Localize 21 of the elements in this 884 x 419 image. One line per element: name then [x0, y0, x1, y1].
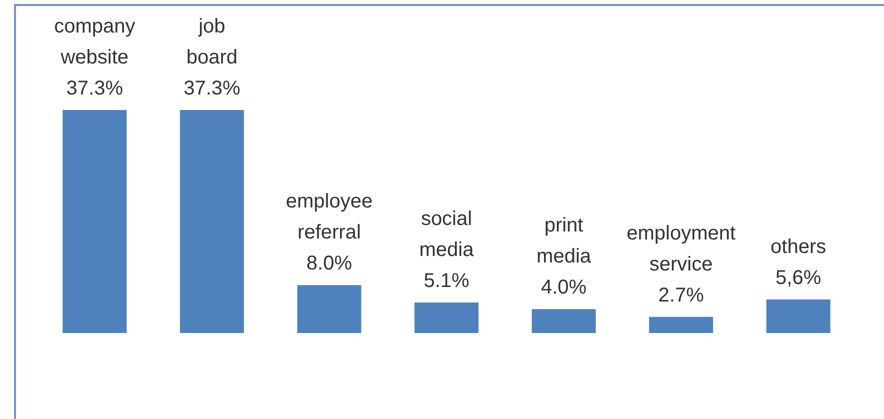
bar [180, 110, 244, 333]
bar [414, 302, 478, 333]
data-label: 5,6% [776, 267, 822, 290]
bar [297, 285, 362, 333]
x-tick-label: company website [54, 16, 136, 68]
bar [62, 110, 127, 333]
x-tick-label: job board [186, 16, 238, 68]
data-label: 2.7% [658, 284, 704, 306]
x-tick-label: print media [536, 214, 592, 268]
x-tick-label: employment service [626, 222, 736, 276]
data-label: 8.0% [306, 252, 352, 275]
data-label: 37.3% [184, 78, 240, 100]
bar [766, 300, 830, 333]
bar [532, 309, 596, 333]
x-tick-label: employee referral [286, 190, 373, 244]
bar [649, 316, 714, 333]
data-label: 4.0% [540, 276, 587, 299]
x-tick-label: social media [419, 208, 475, 262]
data-label: 5.1% [424, 270, 470, 292]
data-label: 37.3% [66, 78, 124, 100]
x-tick-label: others [770, 236, 826, 258]
